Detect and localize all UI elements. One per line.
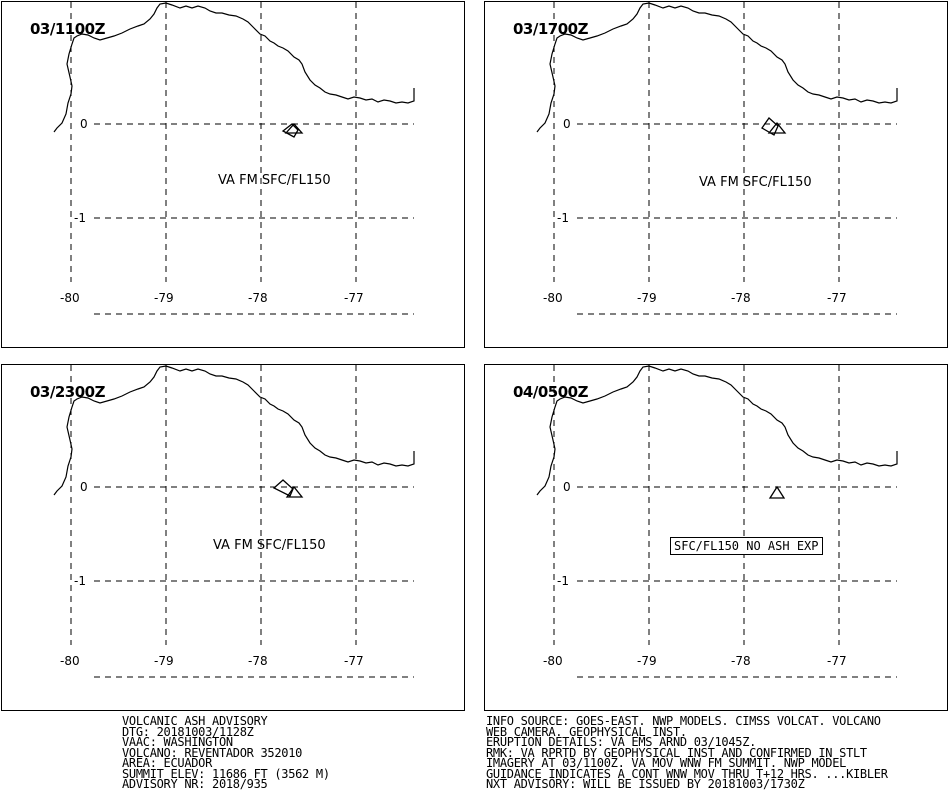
longitude-label: -79 bbox=[637, 654, 657, 668]
latitude-label: 0 bbox=[563, 117, 571, 131]
valid-time-label: 03/1700Z bbox=[513, 20, 588, 38]
advisory-line: ADVISORY NR: 2018/935 bbox=[122, 777, 268, 791]
longitude-label: -78 bbox=[731, 291, 751, 305]
volcano-triangle-icon bbox=[767, 121, 787, 134]
advisory-line: VOLCANO: REVENTADOR 352010 bbox=[122, 745, 303, 760]
ash-cloud-polygon bbox=[281, 123, 299, 138]
latitude-label: 0 bbox=[80, 117, 88, 131]
advisory-line: ERUPTION DETAILS: VA EMS ARND 03/1045Z. bbox=[486, 735, 757, 749]
advisory-line: VOLCANIC ASH ADVISORY bbox=[122, 714, 268, 728]
advisory-header-block: VOLCANIC ASH ADVISORY DTG: 20181003/1128Z… bbox=[122, 714, 330, 791]
advisory-line: RMK: VA RPRTD BY GEOPHYSICAL INST AND CO… bbox=[486, 745, 867, 760]
longitude-label: -80 bbox=[543, 291, 563, 305]
map-graphic bbox=[536, 2, 898, 315]
forecast-panel-3: 03/2300Z 0 -1 -80 -79 -78 -77 VA FM SFC/FL150 bbox=[1, 364, 465, 711]
longitude-label: -80 bbox=[60, 291, 80, 305]
ash-altitude-label: SFC/FL150 NO ASH EXP bbox=[670, 537, 823, 555]
longitude-label: -78 bbox=[731, 654, 751, 668]
longitude-label: -79 bbox=[154, 291, 174, 305]
advisory-line: AREA: ECUADOR bbox=[122, 756, 213, 770]
longitude-label: -80 bbox=[60, 654, 80, 668]
longitude-label: -79 bbox=[154, 654, 174, 668]
latitude-label: -1 bbox=[74, 574, 86, 588]
advisory-line: IMAGERY AT 03/1100Z. VA MOV WNW FM SUMMI… bbox=[486, 756, 847, 770]
map-graphic bbox=[536, 365, 898, 678]
advisory-line: INFO SOURCE: GOES-EAST. NWP MODELS. CIMS… bbox=[486, 714, 881, 728]
valid-time-label: 03/2300Z bbox=[30, 383, 105, 401]
advisory-line: DTG: 20181003/1128Z bbox=[122, 724, 254, 739]
advisory-line: SUMMIT ELEV: 11686 FT (3562 M) bbox=[122, 766, 330, 781]
valid-time-label: 03/1100Z bbox=[30, 20, 105, 38]
coastline bbox=[53, 2, 415, 133]
advisory-remarks-block: INFO SOURCE: GOES-EAST. NWP MODELS. CIMS… bbox=[486, 714, 888, 791]
ash-altitude-label: VA FM SFC/FL150 bbox=[699, 175, 812, 190]
longitude-label: -77 bbox=[827, 654, 847, 668]
advisory-line: WEB CAMERA. GEOPHYSICAL INST. bbox=[486, 724, 687, 739]
advisory-line: NXT ADVISORY: WILL BE ISSUED BY 20181003… bbox=[486, 777, 805, 791]
longitude-label: -77 bbox=[827, 291, 847, 305]
ash-altitude-label: VA FM SFC/FL150 bbox=[213, 538, 326, 553]
map-graphic bbox=[53, 2, 415, 315]
advisory-line: VAAC: WASHINGTON bbox=[122, 735, 233, 749]
longitude-label: -78 bbox=[248, 654, 268, 668]
longitude-label: -77 bbox=[344, 654, 364, 668]
coastline bbox=[53, 365, 415, 496]
volcano-triangle-icon bbox=[768, 485, 786, 499]
forecast-panel-2: 03/1700Z 0 -1 -80 -79 -78 -77 VA FM SFC/FL150 bbox=[484, 1, 948, 348]
latitude-label: -1 bbox=[74, 211, 86, 225]
forecast-panel-1: 03/1100Z 0 -1 -80 -79 -78 -77 VA FM SFC/FL150 bbox=[1, 1, 465, 348]
coastline bbox=[536, 2, 898, 133]
latitude-label: 0 bbox=[563, 480, 571, 494]
forecast-panel-4: 04/0500Z 0 -1 -80 -79 -78 -77 SFC/FL150 NO ASH … bbox=[484, 364, 948, 711]
advisory-line: GUIDANCE INDICATES A CONT WNW MOV THRU T… bbox=[486, 766, 888, 781]
latitude-label: -1 bbox=[557, 211, 569, 225]
coastline bbox=[536, 365, 898, 496]
ash-altitude-label: VA FM SFC/FL150 bbox=[218, 173, 331, 188]
volcano-triangle-icon bbox=[285, 485, 304, 498]
volcano-triangle-icon bbox=[284, 123, 304, 134]
longitude-label: -78 bbox=[248, 291, 268, 305]
latitude-label: 0 bbox=[80, 480, 88, 494]
latitude-label: -1 bbox=[557, 574, 569, 588]
map-graphic bbox=[53, 365, 415, 678]
longitude-label: -80 bbox=[543, 654, 563, 668]
longitude-label: -77 bbox=[344, 291, 364, 305]
longitude-label: -79 bbox=[637, 291, 657, 305]
valid-time-label: 04/0500Z bbox=[513, 383, 588, 401]
